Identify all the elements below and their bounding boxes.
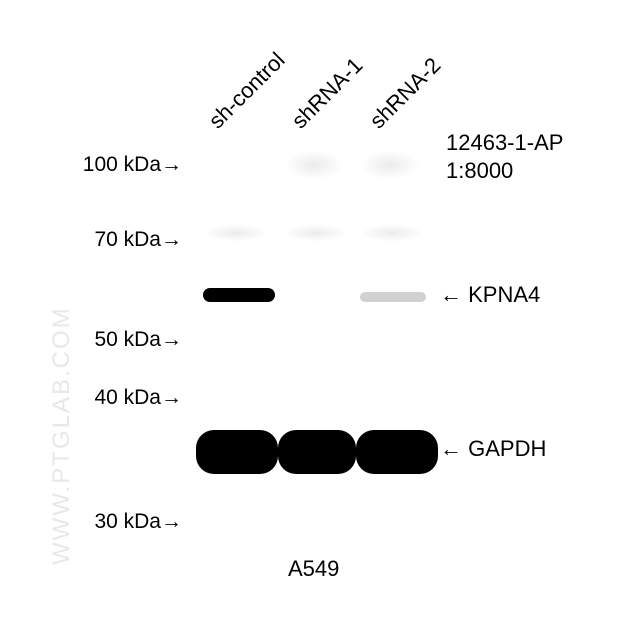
band-gapdh-lane2 — [356, 430, 438, 474]
target-kpna4: ← KPNA4 — [440, 282, 540, 308]
blot-smear — [284, 224, 348, 242]
mw-marker-text: 50 kDa — [94, 328, 161, 351]
dilution-label: 1:8000 — [446, 158, 513, 184]
mw-marker-text: 40 kDa — [94, 386, 161, 409]
arrow-left-icon: ← — [440, 282, 462, 307]
band-gapdh-lane0 — [196, 430, 278, 474]
target-gapdh-label: GAPDH — [468, 436, 546, 461]
mw-marker-70: 70 kDa→ — [72, 228, 182, 252]
mw-marker-100: 100 kDa→ — [72, 153, 182, 177]
arrow-right-icon: → — [161, 228, 182, 251]
arrow-left-icon: ← — [440, 436, 462, 461]
mw-marker-40: 40 kDa→ — [72, 386, 182, 410]
arrow-right-icon: → — [161, 153, 182, 176]
cell-line-label: A549 — [288, 556, 339, 582]
mw-marker-text: 70 kDa — [94, 228, 161, 251]
mw-marker-30: 30 kDa→ — [72, 510, 182, 534]
blot-smear — [360, 224, 424, 242]
blot-membrane — [190, 120, 434, 550]
target-gapdh: ← GAPDH — [440, 436, 546, 462]
band-kpna4-lane0 — [203, 288, 275, 302]
band-gapdh-lane1 — [278, 430, 356, 474]
blot-smear — [360, 150, 420, 180]
target-kpna4-label: KPNA4 — [468, 282, 540, 307]
arrow-right-icon: → — [161, 510, 182, 533]
band-kpna4-lane2 — [360, 292, 426, 302]
antibody-id-label: 12463-1-AP — [446, 130, 563, 156]
blot-smear — [284, 150, 344, 180]
mw-marker-50: 50 kDa→ — [72, 328, 182, 352]
blot-smear — [204, 224, 268, 242]
mw-marker-text: 30 kDa — [94, 510, 161, 533]
mw-marker-text: 100 kDa — [83, 153, 161, 176]
arrow-right-icon: → — [161, 328, 182, 351]
arrow-right-icon: → — [161, 386, 182, 409]
